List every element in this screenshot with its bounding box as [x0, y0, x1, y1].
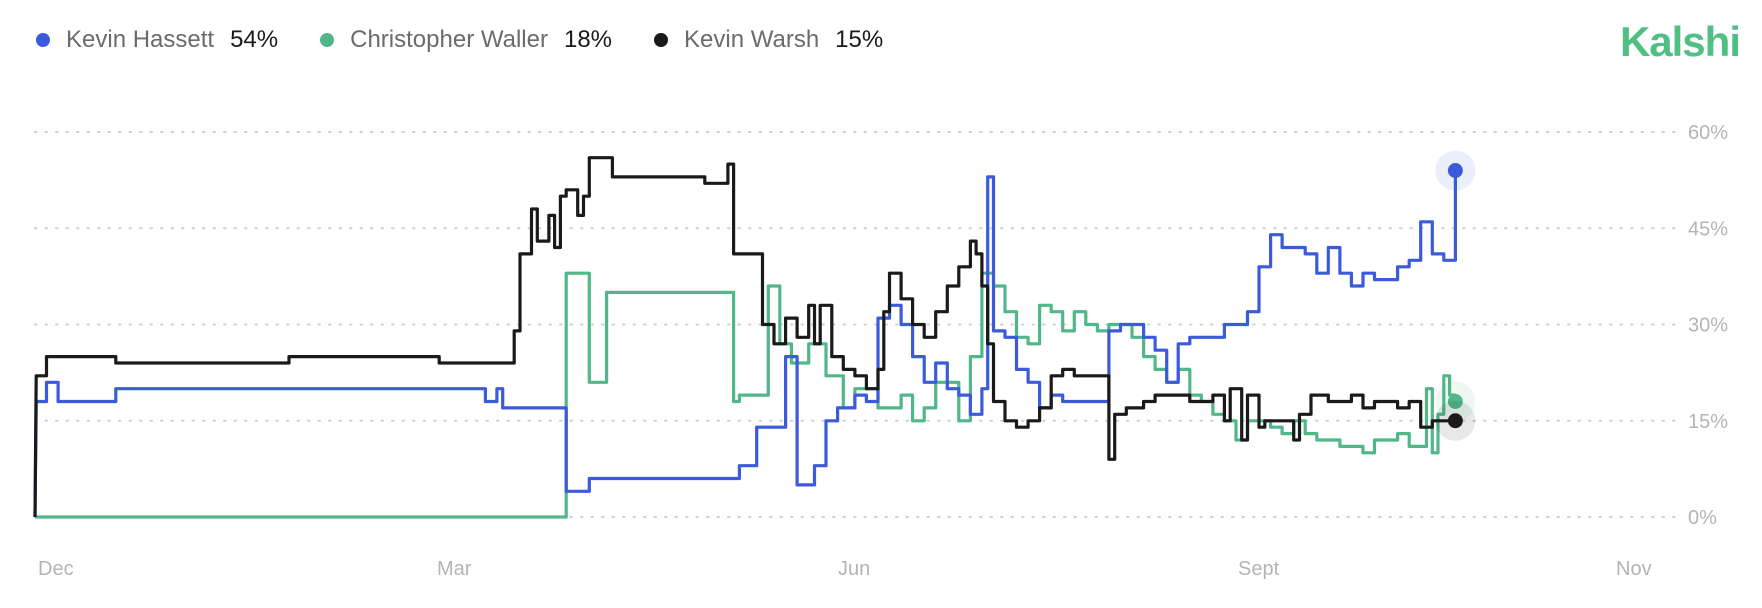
legend-percent: 15% [835, 26, 884, 53]
legend: Kevin Hassett 54% Christopher Waller 18%… [36, 26, 925, 54]
kalshi-logo[interactable]: Kalshi [1619, 18, 1741, 65]
y-tick-label: 0% [1688, 507, 1717, 529]
x-tick-label: Sept [1238, 558, 1280, 580]
end-marker-kevin-warsh[interactable] [1447, 413, 1463, 429]
series-lines [33, 156, 1457, 519]
y-tick-label: 30% [1688, 315, 1728, 337]
y-tick-label: 15% [1688, 411, 1728, 433]
y-axis-ticks: 60% 45% 30% 15% 0% [1688, 122, 1728, 529]
series-line-kevin-warsh [33, 156, 1456, 518]
x-tick-label: Jun [838, 558, 870, 580]
legend-name: Kevin Hassett [66, 26, 215, 53]
x-tick-label: Mar [437, 558, 472, 580]
legend-dot-warsh [654, 33, 669, 47]
legend-item-waller[interactable]: Christopher Waller 18% [320, 26, 612, 54]
legend-name: Kevin Warsh [684, 26, 820, 53]
y-tick-label: 60% [1688, 122, 1728, 144]
end-marker-christopher-waller[interactable] [1447, 394, 1463, 409]
legend-dot-waller [320, 33, 335, 47]
x-tick-label: Dec [38, 558, 74, 580]
legend-percent: 18% [563, 26, 613, 53]
series-line-kevin-hassett [33, 170, 1457, 518]
x-tick-label: Nov [1616, 558, 1652, 580]
series-line-christopher-waller [35, 271, 1457, 519]
legend-item-warsh[interactable]: Kevin Warsh 15% [654, 26, 883, 54]
legend-percent: 54% [230, 26, 279, 53]
legend-dot-hassett [36, 33, 50, 47]
y-tick-label: 45% [1688, 218, 1728, 240]
legend-item-hassett[interactable]: Kevin Hassett 54% [36, 26, 278, 54]
legend-name: Christopher Waller [350, 26, 548, 53]
x-axis-ticks: Dec Mar Jun Sept Nov [38, 558, 1652, 580]
end-marker-kevin-hassett[interactable] [1447, 163, 1463, 178]
gridlines [34, 131, 1681, 518]
end-markers [1435, 150, 1476, 441]
